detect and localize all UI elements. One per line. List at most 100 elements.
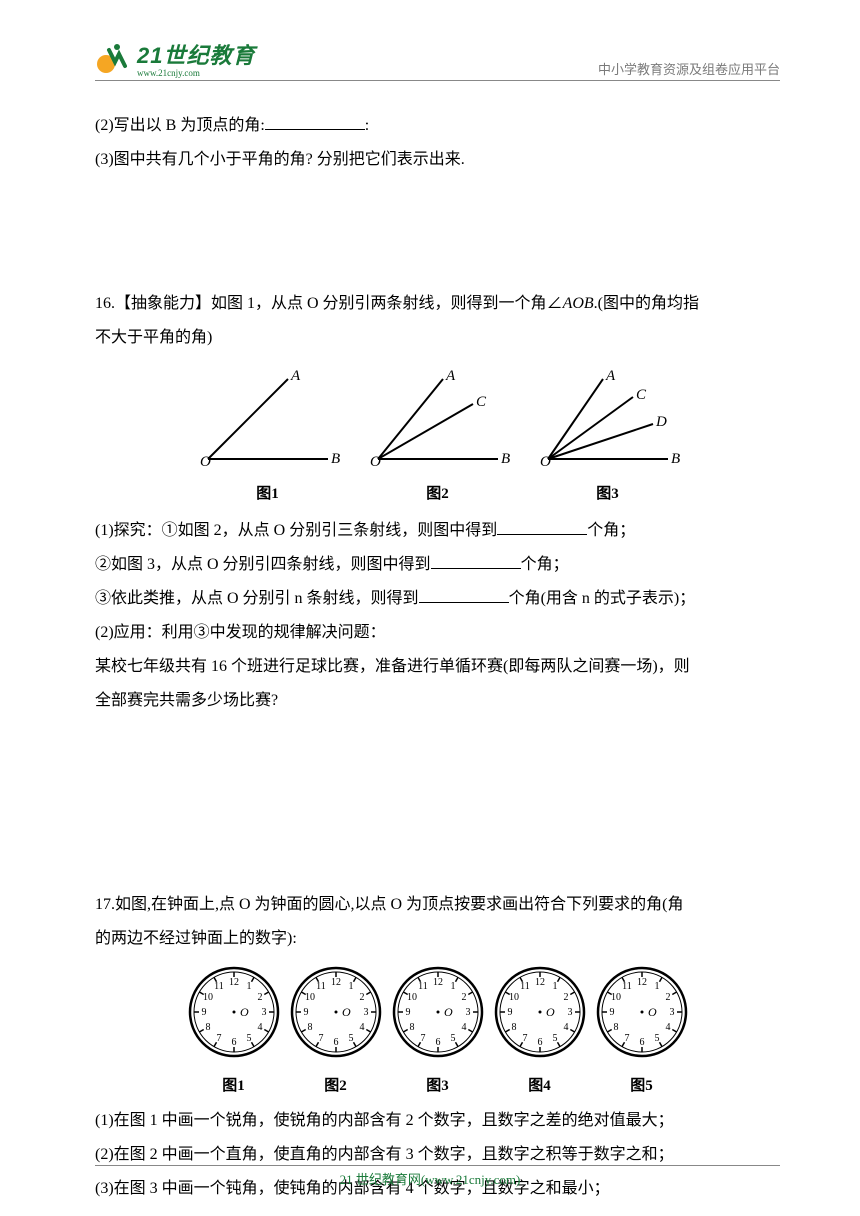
svg-text:1: 1 <box>654 981 659 992</box>
svg-text:6: 6 <box>537 1037 542 1048</box>
figure-1: O A B 图1 <box>188 364 348 509</box>
clock-figure-1: 121234567891011O图1 <box>185 963 283 1101</box>
q16-intro-var: AOB <box>563 295 594 312</box>
svg-text:3: 3 <box>363 1007 368 1018</box>
svg-text:2: 2 <box>665 992 670 1003</box>
svg-text:7: 7 <box>318 1033 323 1044</box>
svg-text:3: 3 <box>567 1007 572 1018</box>
svg-text:11: 11 <box>214 981 224 992</box>
svg-text:12: 12 <box>229 977 239 988</box>
fig-label: 图3 <box>528 479 688 509</box>
svg-text:11: 11 <box>418 981 428 992</box>
svg-text:11: 11 <box>622 981 632 992</box>
fig-label: 图1 <box>185 1071 283 1101</box>
svg-text:11: 11 <box>316 981 326 992</box>
q16-sub4: (2)应用：利用③中发现的规律解决问题： <box>95 617 780 649</box>
svg-text:8: 8 <box>205 1022 210 1033</box>
svg-text:11: 11 <box>520 981 530 992</box>
svg-text:8: 8 <box>409 1022 414 1033</box>
clock-face-icon: 121234567891011O <box>287 963 385 1061</box>
fig-label: 图4 <box>491 1071 589 1101</box>
svg-text:2: 2 <box>257 992 262 1003</box>
svg-text:9: 9 <box>405 1007 410 1018</box>
logo: 21世纪教育 www.21cnjy.com <box>95 38 255 78</box>
q16-sub2: ②如图 3，从点 O 分别引四条射线，则图中得到个角； <box>95 549 780 581</box>
q15-sub3: (3)图中共有几个小于平角的角? 分别把它们表示出来. <box>95 144 780 176</box>
text: 个角； <box>587 522 635 539</box>
text: (1)探究：①如图 2，从点 O 分别引三条射线，则图中得到 <box>95 522 497 539</box>
q17-sub1: (1)在图 1 中画一个锐角，使锐角的内部含有 2 个数字，且数字之差的绝对值最… <box>95 1105 780 1137</box>
svg-text:O: O <box>200 454 211 469</box>
svg-text:2: 2 <box>359 992 364 1003</box>
svg-text:7: 7 <box>522 1033 527 1044</box>
header-rule <box>95 80 780 81</box>
q16-intro-line2: 不大于平角的角) <box>95 322 780 354</box>
svg-text:5: 5 <box>450 1033 455 1044</box>
svg-text:3: 3 <box>261 1007 266 1018</box>
svg-text:10: 10 <box>203 992 213 1003</box>
q15-sub2-text: (2)写出以 B 为顶点的角: <box>95 117 265 134</box>
svg-text:1: 1 <box>552 981 557 992</box>
fig-label: 图5 <box>593 1071 691 1101</box>
angle-diagram-3: O A C D B <box>528 364 688 469</box>
clock-figure-4: 121234567891011O图4 <box>491 963 589 1101</box>
svg-text:4: 4 <box>257 1022 262 1033</box>
svg-text:6: 6 <box>231 1037 236 1048</box>
svg-text:3: 3 <box>669 1007 674 1018</box>
blank <box>265 111 365 130</box>
page-content: (2)写出以 B 为顶点的角:: (3)图中共有几个小于平角的角? 分别把它们表… <box>95 110 780 1207</box>
svg-text:12: 12 <box>535 977 545 988</box>
spacer <box>95 178 780 288</box>
svg-text:6: 6 <box>435 1037 440 1048</box>
header-subtitle: 中小学教育资源及组卷应用平台 <box>598 59 780 78</box>
logo-icon <box>95 40 131 76</box>
q17-intro-a: 17.如图,在钟面上,点 O 为钟面的圆心,以点 O 为顶点按要求画出符合下列要… <box>95 889 780 921</box>
svg-text:12: 12 <box>433 977 443 988</box>
q16-figures: O A B 图1 O A C B 图2 O <box>95 364 780 509</box>
svg-text:4: 4 <box>359 1022 364 1033</box>
svg-text:7: 7 <box>420 1033 425 1044</box>
svg-text:3: 3 <box>465 1007 470 1018</box>
svg-text:5: 5 <box>348 1033 353 1044</box>
svg-text:10: 10 <box>509 992 519 1003</box>
q16-intro-line1: 16.【抽象能力】如图 1，从点 O 分别引两条射线，则得到一个角∠AOB.(图… <box>95 288 780 320</box>
q16-intro-b: .(图中的角均指 <box>594 295 699 312</box>
svg-text:5: 5 <box>246 1033 251 1044</box>
svg-text:O: O <box>342 1005 351 1019</box>
svg-text:O: O <box>648 1005 657 1019</box>
svg-text:A: A <box>605 368 616 384</box>
svg-text:O: O <box>370 454 381 469</box>
q17-intro-b: 的两边不经过钟面上的数字): <box>95 923 780 955</box>
page-header: 21世纪教育 www.21cnjy.com 中小学教育资源及组卷应用平台 <box>95 38 780 78</box>
q16-sub6: 全部赛完共需多少场比赛? <box>95 685 780 717</box>
clock-face-icon: 121234567891011O <box>185 963 283 1061</box>
svg-text:O: O <box>240 1005 249 1019</box>
svg-text:2: 2 <box>461 992 466 1003</box>
svg-text:O: O <box>546 1005 555 1019</box>
svg-text:7: 7 <box>624 1033 629 1044</box>
q16-sub5: 某校七年级共有 16 个班进行足球比赛，准备进行单循环赛(即每两队之间赛一场)，… <box>95 651 780 683</box>
angle-diagram-2: O A C B <box>358 364 518 469</box>
fig-label: 图2 <box>358 479 518 509</box>
svg-text:1: 1 <box>450 981 455 992</box>
q17-clocks: 121234567891011O图1121234567891011O图21212… <box>95 963 780 1101</box>
clock-face-icon: 121234567891011O <box>389 963 487 1061</box>
svg-text:4: 4 <box>461 1022 466 1033</box>
svg-text:1: 1 <box>348 981 353 992</box>
text: 个角； <box>521 556 569 573</box>
svg-text:B: B <box>331 451 340 467</box>
svg-text:1: 1 <box>246 981 251 992</box>
svg-text:2: 2 <box>563 992 568 1003</box>
svg-text:8: 8 <box>307 1022 312 1033</box>
svg-text:B: B <box>501 451 510 467</box>
svg-text:4: 4 <box>563 1022 568 1033</box>
fig-label: 图1 <box>188 479 348 509</box>
svg-text:12: 12 <box>331 977 341 988</box>
blank <box>431 550 521 569</box>
svg-text:9: 9 <box>609 1007 614 1018</box>
svg-text:8: 8 <box>511 1022 516 1033</box>
q16-sub3: ③依此类推，从点 O 分别引 n 条射线，则得到个角(用含 n 的式子表示)； <box>95 583 780 615</box>
svg-text:10: 10 <box>407 992 417 1003</box>
blank <box>497 516 587 535</box>
angle-diagram-1: O A B <box>188 364 348 469</box>
